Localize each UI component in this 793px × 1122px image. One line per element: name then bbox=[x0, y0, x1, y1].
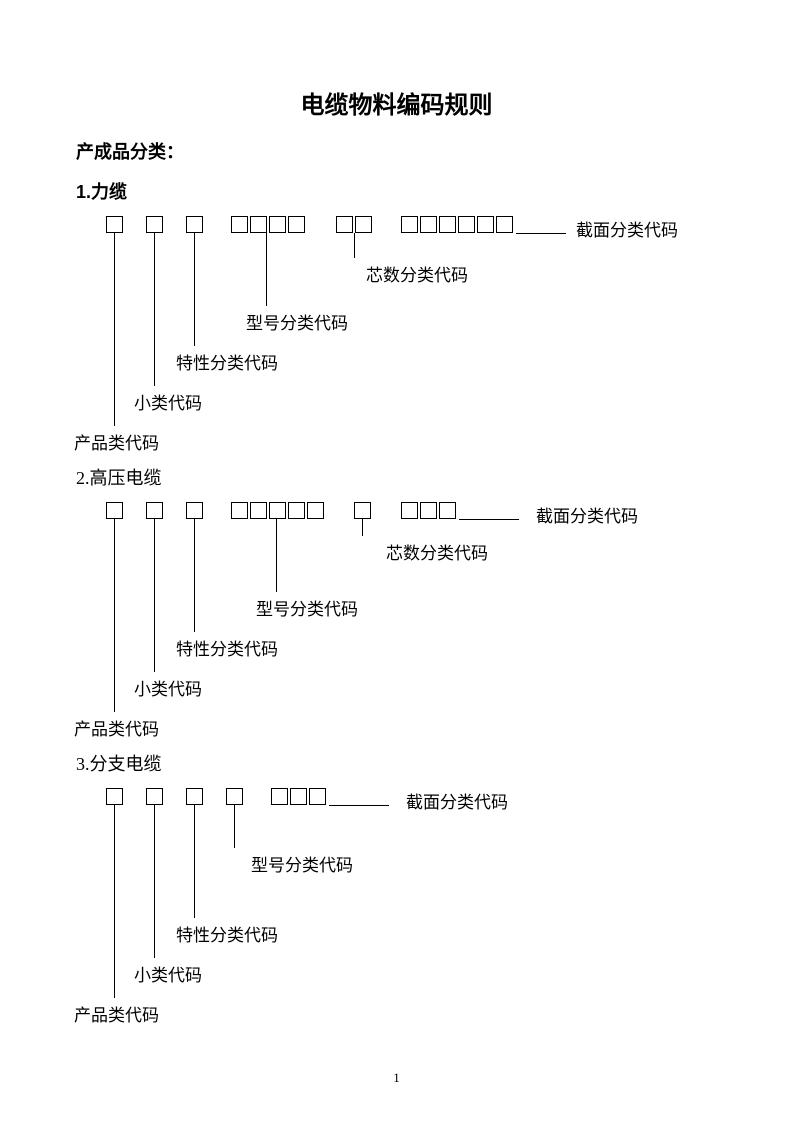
code-box bbox=[231, 502, 248, 519]
code-box bbox=[401, 502, 418, 519]
code-diagram: 截面分类代码产品类代码 小类代码 特性分类代码 型号分类代码 bbox=[76, 788, 717, 1028]
code-box bbox=[477, 216, 494, 233]
leader-line bbox=[154, 805, 155, 958]
code-box bbox=[106, 502, 123, 519]
code-box bbox=[269, 502, 286, 519]
code-box bbox=[269, 216, 286, 233]
code-box bbox=[146, 216, 163, 233]
code-label: 型号分类代码 bbox=[251, 851, 353, 876]
code-box bbox=[271, 788, 288, 805]
code-box bbox=[307, 502, 324, 519]
code-box bbox=[336, 216, 353, 233]
code-box bbox=[439, 502, 456, 519]
leader-line bbox=[114, 233, 115, 426]
code-label: 小类代码 bbox=[134, 961, 202, 986]
code-box bbox=[420, 216, 437, 233]
code-box bbox=[309, 788, 326, 805]
code-label: 特性分类代码 bbox=[176, 921, 278, 946]
page-title: 电缆物料编码规则 bbox=[76, 85, 717, 120]
section-heading: 3.分支电缆 bbox=[76, 750, 717, 776]
right-label: 截面分类代码 bbox=[576, 216, 678, 241]
leader-line bbox=[234, 805, 235, 848]
code-label: 产品类代码 bbox=[74, 715, 159, 740]
leader-line bbox=[114, 805, 115, 998]
leader-line bbox=[194, 519, 195, 632]
code-box bbox=[458, 216, 475, 233]
code-label: 小类代码 bbox=[134, 675, 202, 700]
code-box bbox=[250, 502, 267, 519]
code-box bbox=[186, 502, 203, 519]
section-heading: 2.高压电缆 bbox=[76, 464, 717, 490]
code-box bbox=[106, 216, 123, 233]
code-box bbox=[420, 502, 437, 519]
leader-line bbox=[194, 233, 195, 346]
right-label: 截面分类代码 bbox=[536, 502, 638, 527]
code-box bbox=[355, 216, 372, 233]
section-heading: 1.力缆 bbox=[76, 178, 717, 204]
underline bbox=[516, 233, 566, 234]
code-label: 特性分类代码 bbox=[176, 349, 278, 374]
right-label: 截面分类代码 bbox=[406, 788, 508, 813]
code-label: 产品类代码 bbox=[74, 429, 159, 454]
code-box bbox=[146, 502, 163, 519]
leader-line bbox=[362, 519, 363, 536]
code-label: 型号分类代码 bbox=[246, 309, 348, 334]
code-box bbox=[401, 216, 418, 233]
sections-container: 1.力缆截面分类代码产品类代码小类代码特性分类代码型号分类代码芯数分类代码2.高… bbox=[76, 178, 717, 1028]
code-box bbox=[106, 788, 123, 805]
code-diagram: 截面分类代码产品类代码 小类代码 特性分类代码 型号分类代码芯数分类代码 bbox=[76, 216, 717, 456]
code-box bbox=[290, 788, 307, 805]
underline bbox=[459, 519, 519, 520]
code-label: 芯数分类代码 bbox=[386, 539, 488, 564]
leader-line bbox=[154, 519, 155, 672]
code-label: 芯数分类代码 bbox=[366, 261, 468, 286]
code-box bbox=[186, 788, 203, 805]
subtitle: 产成品分类： bbox=[76, 138, 717, 164]
code-box bbox=[226, 788, 243, 805]
leader-line bbox=[266, 233, 267, 306]
leader-line bbox=[154, 233, 155, 386]
leader-line bbox=[276, 519, 277, 592]
code-box bbox=[186, 216, 203, 233]
leader-line bbox=[114, 519, 115, 712]
underline bbox=[329, 805, 389, 806]
code-label: 特性分类代码 bbox=[176, 635, 278, 660]
code-label: 产品类代码 bbox=[74, 1001, 159, 1026]
leader-line bbox=[354, 233, 355, 258]
code-box bbox=[496, 216, 513, 233]
code-box bbox=[146, 788, 163, 805]
code-label: 型号分类代码 bbox=[256, 595, 358, 620]
code-box bbox=[354, 502, 371, 519]
code-box bbox=[231, 216, 248, 233]
leader-line bbox=[194, 805, 195, 918]
code-box bbox=[288, 216, 305, 233]
code-label: 小类代码 bbox=[134, 389, 202, 414]
code-diagram: 截面分类代码产品类代码 小类代码 特性分类代码 型号分类代码 芯数分类代码 bbox=[76, 502, 717, 742]
page-number: 1 bbox=[0, 1070, 793, 1086]
code-box bbox=[250, 216, 267, 233]
code-box bbox=[439, 216, 456, 233]
code-box bbox=[288, 502, 305, 519]
